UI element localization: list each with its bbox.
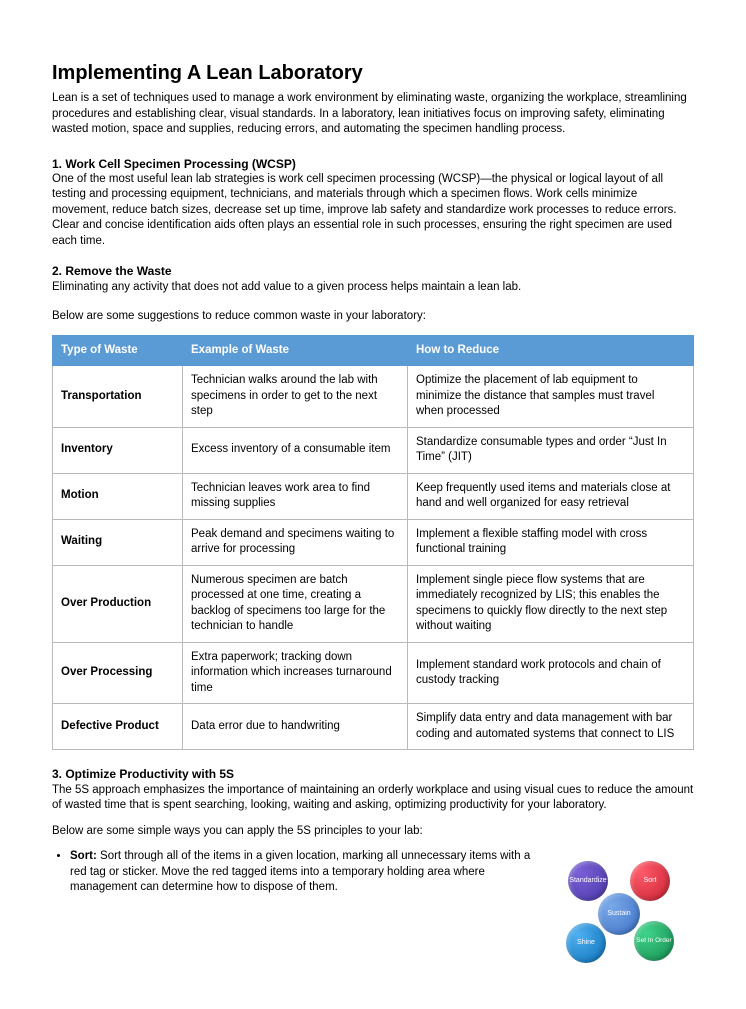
cell-type: Over Production: [53, 565, 183, 642]
cell-example: Technician leaves work area to find miss…: [183, 473, 408, 519]
bullet-text: Sort through all of the items in a given…: [70, 850, 530, 893]
section-2-text: Eliminating any activity that does not a…: [52, 280, 694, 296]
table-row: Over ProcessingExtra paperwork; tracking…: [53, 642, 694, 704]
circle-sustain: Sustain: [598, 893, 640, 935]
circle-sort: Sort: [630, 861, 670, 901]
cell-example: Peak demand and specimens waiting to arr…: [183, 519, 408, 565]
section-3-title: 3. Optimize Productivity with 5S: [52, 766, 694, 782]
cell-example: Extra paperwork; tracking down informati…: [183, 642, 408, 704]
five-s-list: Sort: Sort through all of the items in a…: [70, 849, 534, 896]
five-s-diagram: Standardize Sort Sustain Set In Order Sh…: [544, 849, 694, 979]
table-header-reduce: How to Reduce: [408, 335, 694, 366]
cell-example: Data error due to handwriting: [183, 704, 408, 750]
cell-type: Defective Product: [53, 704, 183, 750]
table-row: Over ProductionNumerous specimen are bat…: [53, 565, 694, 642]
circle-set-in-order: Set In Order: [634, 921, 674, 961]
table-row: Defective ProductData error due to handw…: [53, 704, 694, 750]
cell-example: Numerous specimen are batch processed at…: [183, 565, 408, 642]
section-3-subtext: Below are some simple ways you can apply…: [52, 824, 694, 840]
circle-standardize: Standardize: [568, 861, 608, 901]
cell-type: Inventory: [53, 427, 183, 473]
section-1-title: 1. Work Cell Specimen Processing (WCSP): [52, 156, 694, 172]
section-3-text: The 5S approach emphasizes the importanc…: [52, 783, 694, 814]
section-1-text: One of the most useful lean lab strategi…: [52, 172, 694, 250]
cell-reduce: Standardize consumable types and order “…: [408, 427, 694, 473]
cell-reduce: Keep frequently used items and materials…: [408, 473, 694, 519]
cell-reduce: Simplify data entry and data management …: [408, 704, 694, 750]
table-header-row: Type of Waste Example of Waste How to Re…: [53, 335, 694, 366]
page-title: Implementing A Lean Laboratory: [52, 60, 694, 87]
cell-type: Motion: [53, 473, 183, 519]
table-header-type: Type of Waste: [53, 335, 183, 366]
table-row: WaitingPeak demand and specimens waiting…: [53, 519, 694, 565]
table-row: TransportationTechnician walks around th…: [53, 366, 694, 428]
cell-reduce: Implement standard work protocols and ch…: [408, 642, 694, 704]
table-row: MotionTechnician leaves work area to fin…: [53, 473, 694, 519]
waste-table: Type of Waste Example of Waste How to Re…: [52, 335, 694, 751]
circle-shine: Shine: [566, 923, 606, 963]
bullet-label: Sort:: [70, 850, 97, 862]
table-header-example: Example of Waste: [183, 335, 408, 366]
cell-type: Over Processing: [53, 642, 183, 704]
cell-reduce: Implement a flexible staffing model with…: [408, 519, 694, 565]
cell-example: Excess inventory of a consumable item: [183, 427, 408, 473]
section-2-subtext: Below are some suggestions to reduce com…: [52, 309, 694, 325]
section-2-title: 2. Remove the Waste: [52, 263, 694, 279]
list-item: Sort: Sort through all of the items in a…: [70, 849, 534, 896]
cell-reduce: Optimize the placement of lab equipment …: [408, 366, 694, 428]
cell-reduce: Implement single piece flow systems that…: [408, 565, 694, 642]
cell-example: Technician walks around the lab with spe…: [183, 366, 408, 428]
cell-type: Transportation: [53, 366, 183, 428]
intro-paragraph: Lean is a set of techniques used to mana…: [52, 91, 694, 138]
cell-type: Waiting: [53, 519, 183, 565]
table-row: InventoryExcess inventory of a consumabl…: [53, 427, 694, 473]
